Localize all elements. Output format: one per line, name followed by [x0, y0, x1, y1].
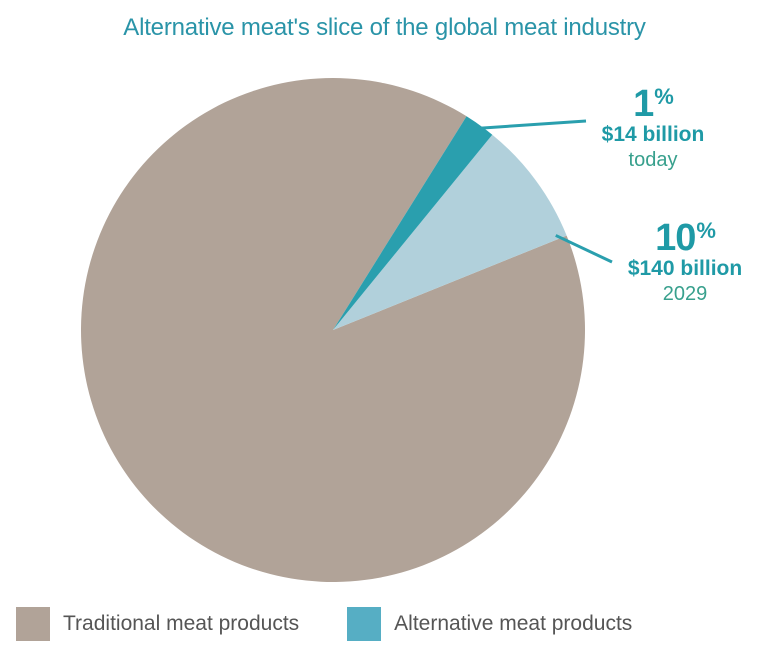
leader-line-today — [477, 119, 587, 130]
leader-line-2029 — [555, 234, 613, 264]
annotation-2029-percent: 10% — [655, 217, 716, 259]
annotation-today-percent: 1% — [633, 83, 674, 125]
chart-title: Alternative meat's slice of the global m… — [123, 14, 646, 41]
legend-swatch-alternative — [347, 607, 382, 641]
legend-label-alternative: Alternative meat products — [394, 612, 633, 635]
pie-slices — [81, 78, 585, 582]
leader-lines — [477, 119, 613, 264]
legend-item-traditional: Traditional meat products — [16, 607, 299, 641]
legend-swatch-traditional — [16, 607, 50, 641]
annotation-today-period: today — [628, 149, 678, 171]
annotation-2029: 10% $140 billion 2029 — [604, 212, 766, 307]
pie-slice-alternative-2029 — [333, 134, 567, 330]
annotation-today-amount: $14 billion — [601, 123, 705, 146]
pie-slice-alternative-today — [333, 116, 493, 331]
legend-item-alternative: Alternative meat products — [347, 607, 632, 641]
annotation-2029-amount: $140 billion — [627, 257, 743, 280]
legend-label-traditional: Traditional meat products — [63, 612, 300, 635]
legend: Traditional meat products Alternative me… — [16, 607, 680, 641]
annotation-today: 1% $14 billion today — [578, 78, 728, 173]
annotation-2029-period: 2029 — [662, 283, 708, 305]
